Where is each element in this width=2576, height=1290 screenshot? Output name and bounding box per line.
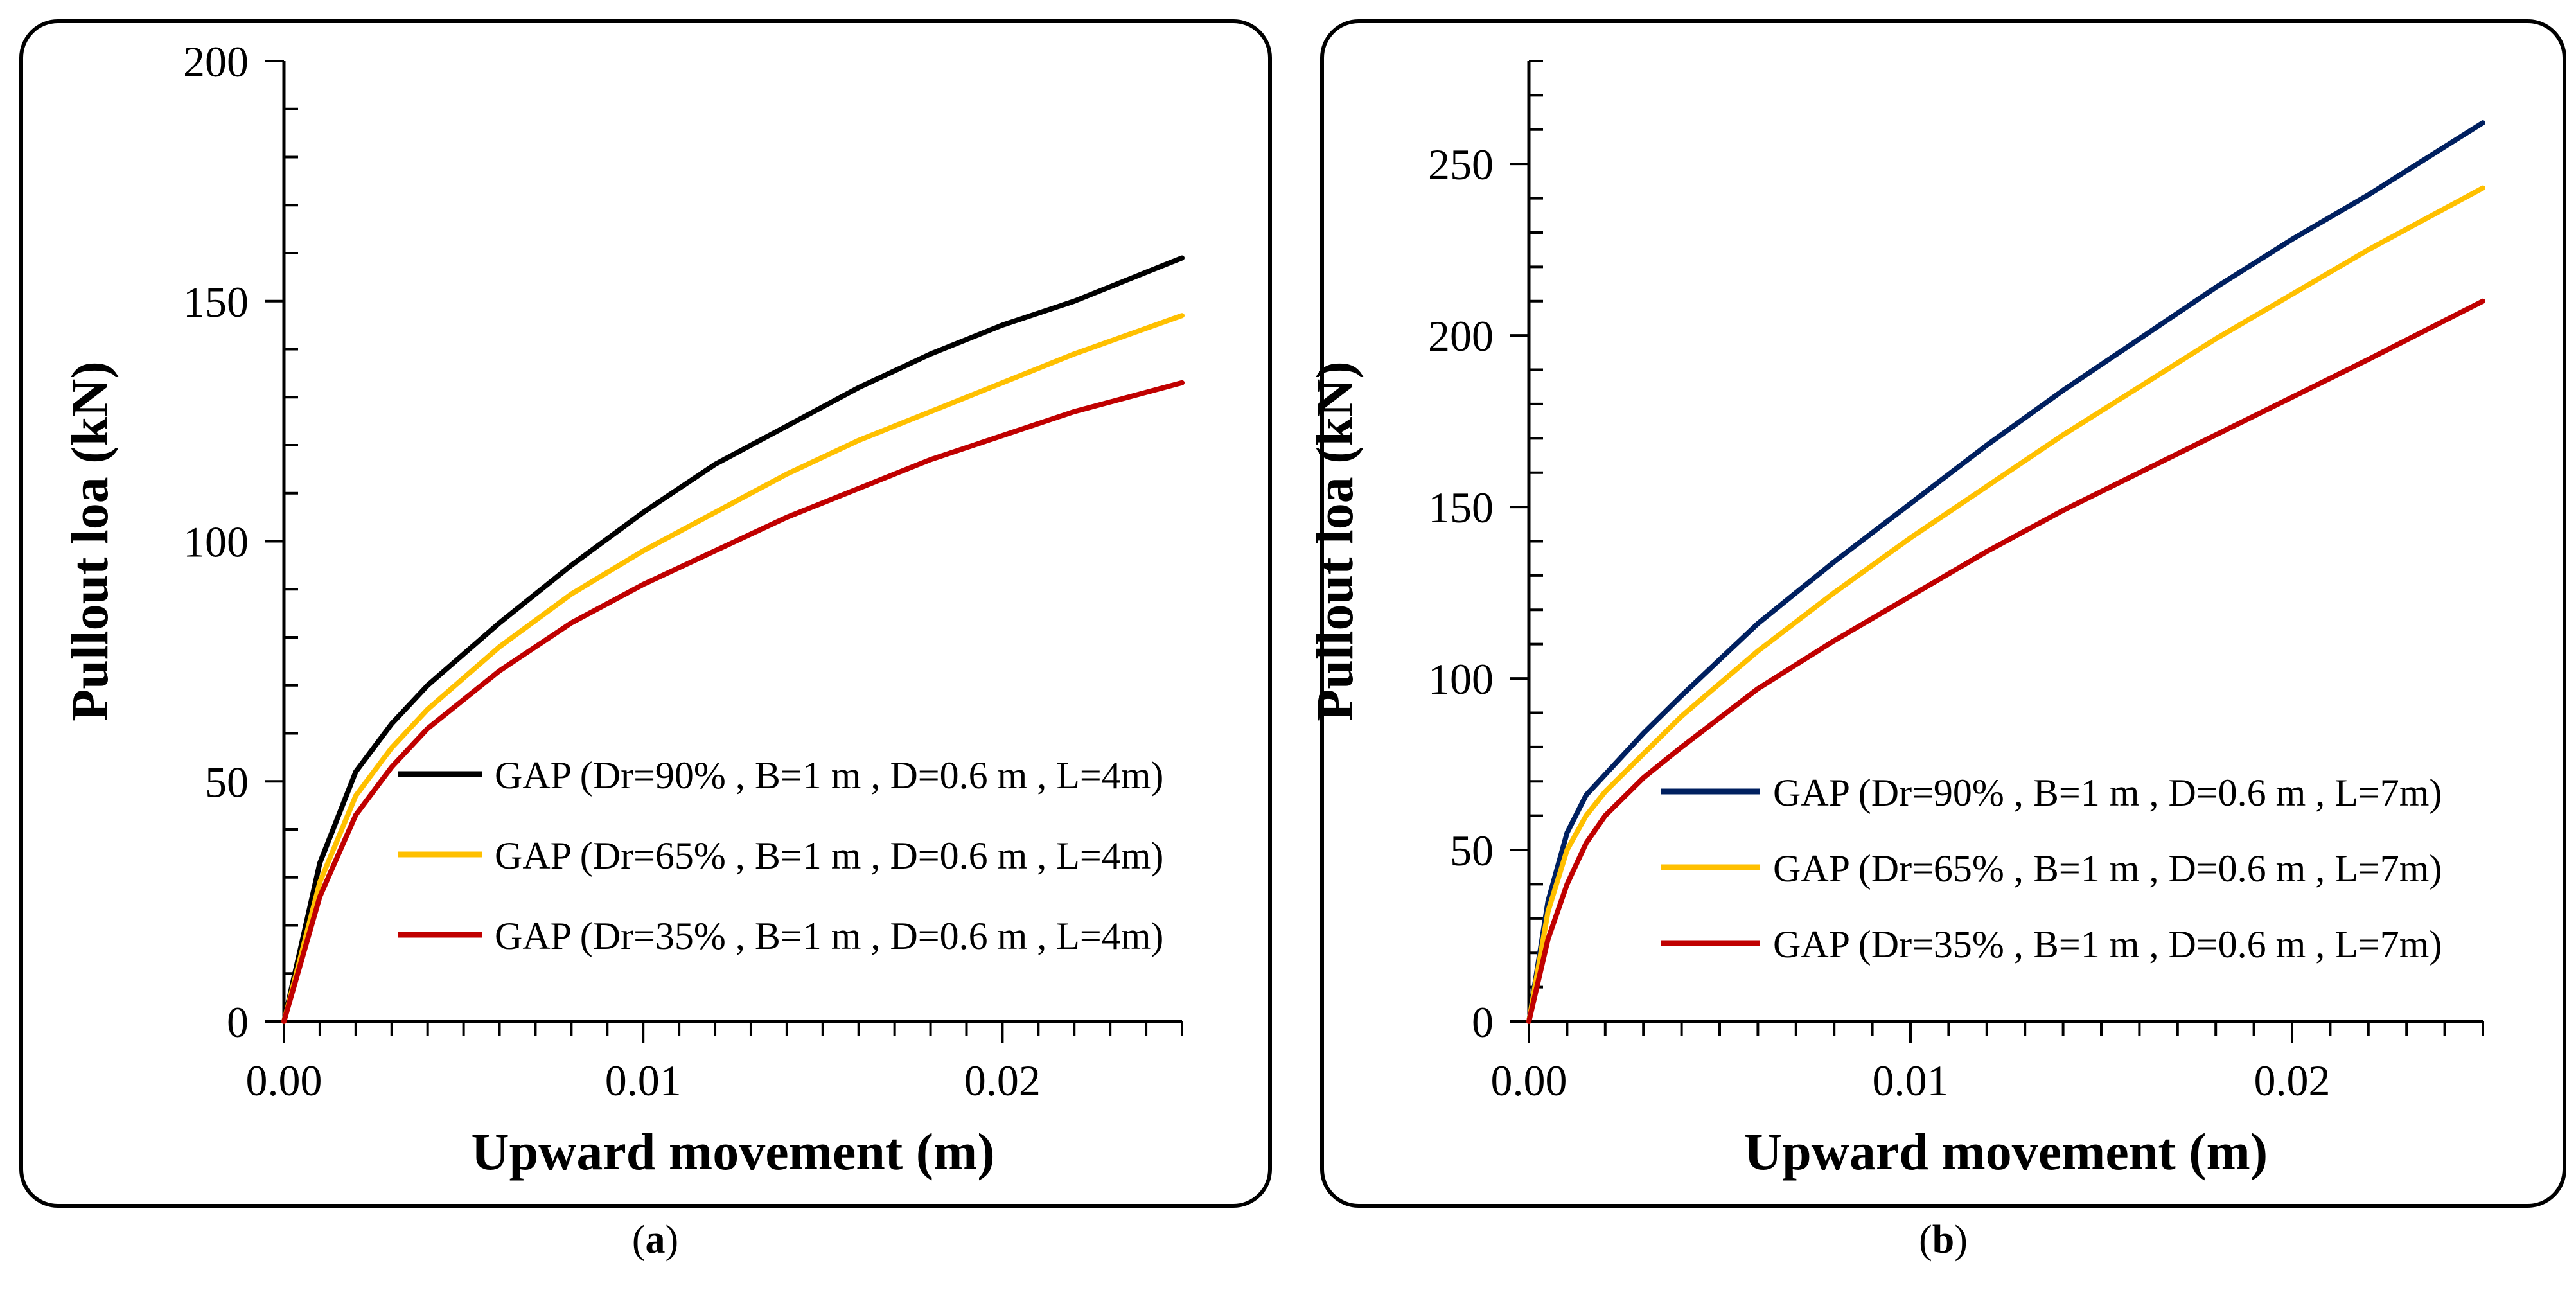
x-tick-label: 0.00 — [246, 1056, 322, 1105]
legend-label-1: GAP (Dr=90% , B=1 m , D=0.6 m , L=4m) — [495, 754, 1163, 797]
legend-label-3: GAP (Dr=35% , B=1 m , D=0.6 m , L=7m) — [1773, 923, 2442, 966]
y-tick-label: 100 — [183, 518, 249, 567]
y-tick-label: 50 — [1450, 826, 1494, 875]
legend-label-2: GAP (Dr=65% , B=1 m , D=0.6 m , L=7m) — [1773, 847, 2442, 890]
x-tick-label: 0.01 — [1873, 1056, 1949, 1105]
y-tick-label: 100 — [1428, 655, 1494, 703]
legend-label-2: GAP (Dr=65% , B=1 m , D=0.6 m , L=4m) — [495, 835, 1163, 877]
y-tick-label: 50 — [205, 757, 249, 806]
y-axis-title: Pullout loa (kN) — [1305, 361, 1364, 721]
series-line-1 — [281, 255, 1185, 1024]
y-tick-label: 200 — [183, 37, 249, 86]
x-tick-label: 0.00 — [1491, 1056, 1567, 1105]
y-axis-title: Pullout loa (kN) — [60, 361, 119, 721]
series-line-3 — [1526, 298, 2485, 1024]
legend-label-1: GAP (Dr=90% , B=1 m , D=0.6 m , L=7m) — [1773, 772, 2442, 814]
x-tick-label: 0.02 — [964, 1056, 1041, 1105]
series-line-3 — [281, 380, 1185, 1024]
x-tick-label: 0.02 — [2254, 1056, 2331, 1105]
x-tick-label: 0.01 — [605, 1056, 682, 1105]
x-axis-title: Upward movement (m) — [471, 1122, 994, 1181]
y-tick-label: 200 — [1428, 312, 1494, 360]
caption-b: (b) — [1919, 1218, 1968, 1262]
x-axis-title: Upward movement (m) — [1744, 1122, 2268, 1181]
y-tick-label: 150 — [1428, 483, 1494, 532]
series-line-2 — [281, 313, 1185, 1024]
caption-a: (a) — [631, 1218, 679, 1262]
series-line-2 — [1526, 185, 2485, 1024]
legend-label-3: GAP (Dr=35% , B=1 m , D=0.6 m , L=4m) — [495, 915, 1163, 957]
y-tick-label: 0 — [227, 998, 249, 1047]
y-tick-label: 250 — [1428, 140, 1494, 189]
panel-a-frame — [19, 19, 1272, 1208]
y-tick-label: 150 — [183, 278, 249, 326]
y-tick-label: 0 — [1472, 998, 1494, 1047]
series-line-1 — [1526, 120, 2485, 1024]
